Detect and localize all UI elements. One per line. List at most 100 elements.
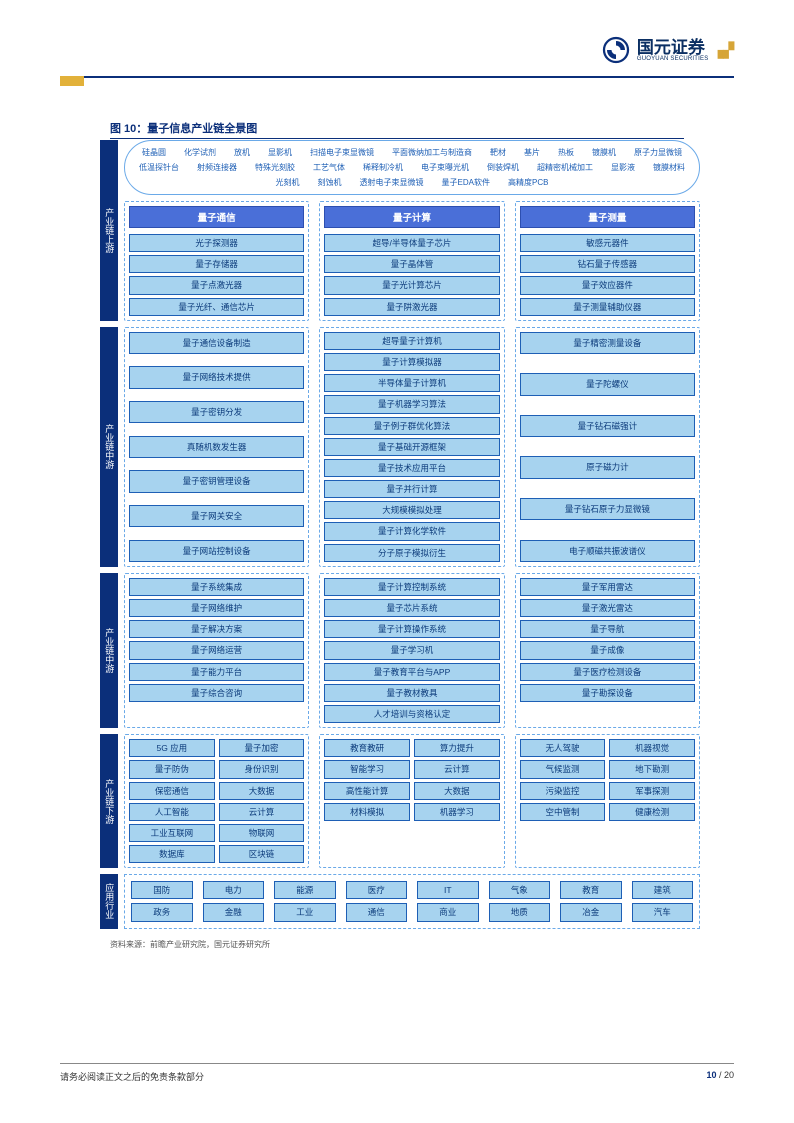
cell: 材料模拟 bbox=[324, 803, 410, 821]
cell: 保密通信 bbox=[129, 782, 215, 800]
industry-chain-diagram: 产业链上游硅晶圆化学试剂放机显影机扫描电子束显微镜平面微纳加工与制造商靶材基片热… bbox=[100, 140, 700, 935]
cell: 身份识别 bbox=[219, 760, 305, 778]
gold-tab bbox=[60, 76, 84, 86]
cell: 量子教材教具 bbox=[324, 684, 499, 702]
cell: 量子网络维护 bbox=[129, 599, 304, 617]
cell: 大规模模拟处理 bbox=[324, 501, 499, 519]
cell: 汽车 bbox=[632, 903, 694, 921]
cell: 量子计算化学软件 bbox=[324, 522, 499, 540]
cell: 区块链 bbox=[219, 845, 305, 863]
cell: 量子教育平台与APP bbox=[324, 663, 499, 681]
cell: 云计算 bbox=[219, 803, 305, 821]
cell: 原子磁力计 bbox=[520, 456, 695, 478]
cell: 量子光计算芯片 bbox=[324, 276, 499, 294]
cell: 电子顺磁共振波谱仪 bbox=[520, 540, 695, 562]
section-side-label: 产业链中游 bbox=[100, 327, 118, 567]
cell: 量子技术应用平台 bbox=[324, 459, 499, 477]
cell: 大数据 bbox=[219, 782, 305, 800]
cell: 健康检测 bbox=[609, 803, 695, 821]
cell: 商业 bbox=[417, 903, 479, 921]
cell: 冶金 bbox=[560, 903, 622, 921]
cell: 量子军用雷达 bbox=[520, 578, 695, 596]
section-side-label: 产业链上游 bbox=[100, 140, 118, 321]
cell: 量子网关安全 bbox=[129, 505, 304, 527]
cell: 工业 bbox=[274, 903, 336, 921]
cell: 教育 bbox=[560, 881, 622, 899]
cell: 物联网 bbox=[219, 824, 305, 842]
cell: 气象 bbox=[489, 881, 551, 899]
cell: 军事探测 bbox=[609, 782, 695, 800]
cell: 量子网络运营 bbox=[129, 641, 304, 659]
cell: 超导量子计算机 bbox=[324, 332, 499, 350]
cell: 空中管制 bbox=[520, 803, 606, 821]
cell: 地质 bbox=[489, 903, 551, 921]
cell: 数据库 bbox=[129, 845, 215, 863]
cell: 量子解决方案 bbox=[129, 620, 304, 638]
cell: 量子机器学习算法 bbox=[324, 395, 499, 413]
cell: 人工智能 bbox=[129, 803, 215, 821]
logo-cn: 国元证券 bbox=[637, 39, 709, 56]
cell: 量子学习机 bbox=[324, 641, 499, 659]
guoyuan-logo-icon bbox=[601, 35, 631, 65]
page-number: 10 / 20 bbox=[706, 1070, 734, 1083]
cell: 量子密钥分发 bbox=[129, 401, 304, 423]
cell: 量子网站控制设备 bbox=[129, 540, 304, 562]
cell: 量子芯片系统 bbox=[324, 599, 499, 617]
cell: 量子并行计算 bbox=[324, 480, 499, 498]
cell: 量子计算操作系统 bbox=[324, 620, 499, 638]
cell: 敏感元器件 bbox=[520, 234, 695, 252]
cell: 量子测量辅助仪器 bbox=[520, 298, 695, 316]
cell: 人才培训与资格认定 bbox=[324, 705, 499, 723]
cell: 光子探测器 bbox=[129, 234, 304, 252]
cell: 量子能力平台 bbox=[129, 663, 304, 681]
cell: 教育教研 bbox=[324, 739, 410, 757]
cell: 气候监测 bbox=[520, 760, 606, 778]
supplier-bubble: 硅晶圆化学试剂放机显影机扫描电子束显微镜平面微纳加工与制造商靶材基片热板镀膜机原… bbox=[124, 140, 700, 195]
figure-title-wrap: 图 10：量子信息产业链全景图 bbox=[110, 120, 684, 139]
cell: 量子加密 bbox=[219, 739, 305, 757]
cell: 量子效应器件 bbox=[520, 276, 695, 294]
cell: 金融 bbox=[203, 903, 265, 921]
cell: 量子激光雷达 bbox=[520, 599, 695, 617]
cell: 污染监控 bbox=[520, 782, 606, 800]
cell: 量子综合咨询 bbox=[129, 684, 304, 702]
cell: 5G 应用 bbox=[129, 739, 215, 757]
cell: 量子系统集成 bbox=[129, 578, 304, 596]
cell: 算力提升 bbox=[414, 739, 500, 757]
cell: 量子医疗检测设备 bbox=[520, 663, 695, 681]
cell: 无人驾驶 bbox=[520, 739, 606, 757]
cell: 超导/半导体量子芯片 bbox=[324, 234, 499, 252]
cell: 量子计算控制系统 bbox=[324, 578, 499, 596]
cell: 机器视觉 bbox=[609, 739, 695, 757]
cell: 真随机数发生器 bbox=[129, 436, 304, 458]
section-side-label: 产业链下游 bbox=[100, 734, 118, 868]
cell: 量子点激光器 bbox=[129, 276, 304, 294]
cell: 国防 bbox=[131, 881, 193, 899]
cell: 大数据 bbox=[414, 782, 500, 800]
column-header: 量子计算 bbox=[324, 206, 499, 228]
cell: 能源 bbox=[274, 881, 336, 899]
cell: 半导体量子计算机 bbox=[324, 374, 499, 392]
cell: 钻石量子传感器 bbox=[520, 255, 695, 273]
cell: 电力 bbox=[203, 881, 265, 899]
figure-title: 图 10：量子信息产业链全景图 bbox=[110, 120, 684, 136]
cell: 量子钻石原子力显微镜 bbox=[520, 498, 695, 520]
cell: 量子光纤、通信芯片 bbox=[129, 298, 304, 316]
cell: 量子晶体管 bbox=[324, 255, 499, 273]
cell: 量子密钥管理设备 bbox=[129, 470, 304, 492]
section-side-label: 产业链中游 bbox=[100, 573, 118, 728]
cell: 量子阱激光器 bbox=[324, 298, 499, 316]
cell: 通信 bbox=[346, 903, 408, 921]
cell: 量子精密测量设备 bbox=[520, 332, 695, 354]
cell: 医疗 bbox=[346, 881, 408, 899]
cell: 量子基础开源框架 bbox=[324, 438, 499, 456]
cell: 高性能计算 bbox=[324, 782, 410, 800]
section-side-label: 应用行业 bbox=[100, 874, 118, 928]
cell: 地下勘测 bbox=[609, 760, 695, 778]
gold-mark-icon: ▗▞ bbox=[712, 42, 734, 59]
cell: 量子导航 bbox=[520, 620, 695, 638]
cell: 量子勘探设备 bbox=[520, 684, 695, 702]
cell: 量子成像 bbox=[520, 641, 695, 659]
cell: 机器学习 bbox=[414, 803, 500, 821]
cell: IT bbox=[417, 881, 479, 899]
